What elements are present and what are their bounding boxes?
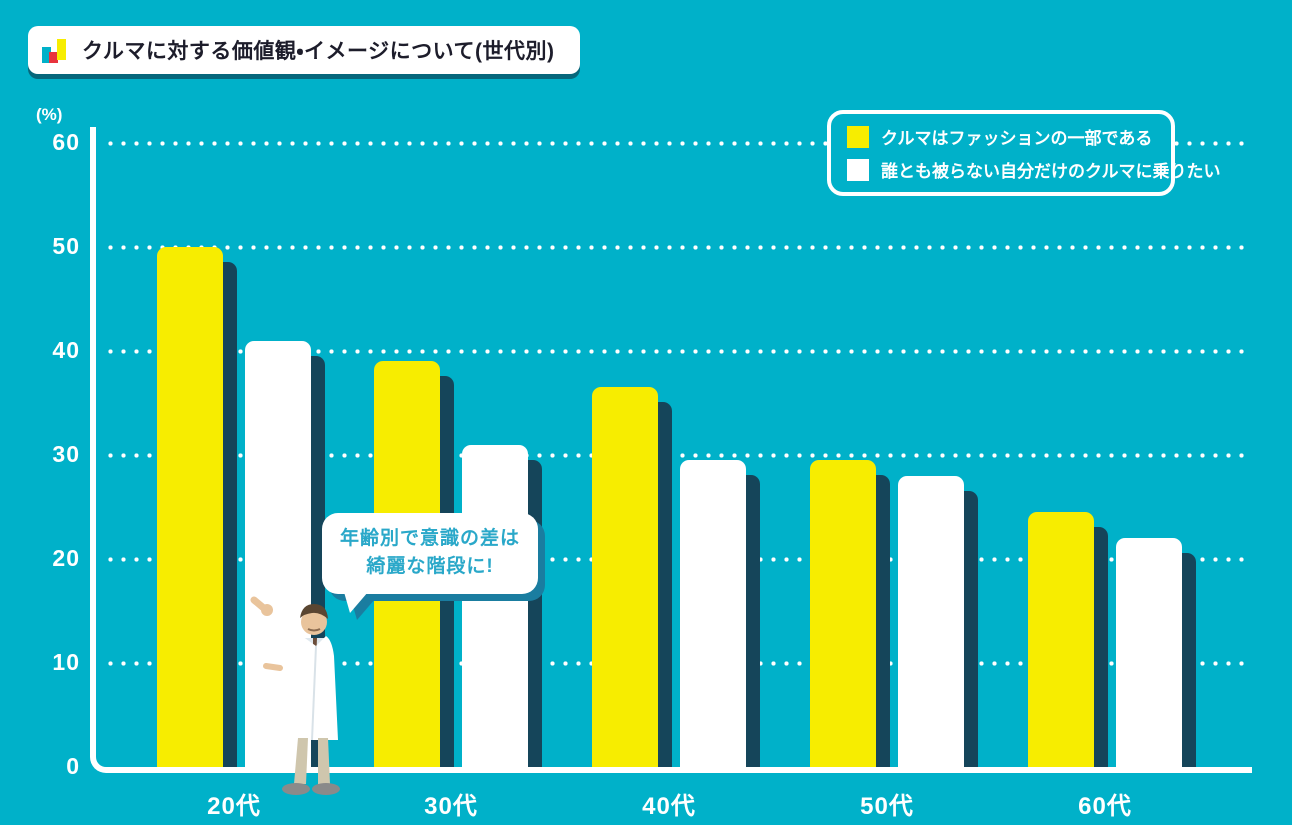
y-tick-30: 30 — [52, 441, 80, 467]
x-tick-60代: 60代 — [1078, 793, 1132, 820]
bar-fill — [1116, 538, 1182, 767]
bar-20代-series0 — [157, 247, 237, 767]
x-tick-20代: 20代 — [207, 793, 261, 820]
bar-fill — [592, 387, 658, 767]
bar-fill — [680, 460, 746, 767]
gridline-20 — [104, 557, 1244, 562]
bar-60代-series1 — [1116, 538, 1196, 767]
gridline-30 — [104, 453, 1244, 458]
bar-fill — [810, 460, 876, 767]
bar-fill — [1028, 512, 1094, 767]
x-tick-30代: 30代 — [424, 793, 478, 820]
bar-60代-series0 — [1028, 512, 1108, 767]
legend-item-fashion: クルマはファッションの一部である — [847, 124, 1155, 149]
mini-bar-chart-icon — [42, 37, 68, 63]
y-tick-40: 40 — [52, 337, 80, 363]
bar-30代-series1 — [462, 444, 542, 767]
x-tick-50代: 50代 — [860, 793, 914, 820]
legend-swatch-yellow — [847, 125, 869, 148]
y-tick-50: 50 — [52, 233, 80, 259]
page-title: クルマに対する価値観・イメージについて(世代別) — [82, 40, 555, 63]
gridline-50 — [104, 245, 1244, 250]
callout-bubble: 年齢別で意識の差は 綺麗な階段に! — [322, 513, 538, 614]
bar-40代-series0 — [592, 387, 672, 767]
legend-item-unique-car: 誰とも被らない自分だけのクルマに乗りたい — [847, 157, 1221, 182]
legend-label: 誰とも被らない自分だけのクルマに乗りたい — [881, 162, 1221, 181]
gridline-40 — [104, 349, 1244, 354]
callout-line-1: 年齢別で意識の差は — [339, 528, 520, 549]
presenter-figure — [250, 596, 340, 795]
bar-fill — [157, 247, 223, 767]
bar-40代-series1 — [680, 460, 760, 767]
legend-swatch-white — [847, 158, 869, 181]
bar-fill — [898, 475, 964, 767]
chart-legend: クルマはファッションの一部である 誰とも被らない自分だけのクルマに乗りたい — [827, 110, 1221, 196]
bar-20代-series1 — [245, 340, 325, 767]
x-tick-40代: 40代 — [642, 793, 696, 820]
gridline-10 — [104, 661, 1244, 666]
y-axis-unit-label: (%) — [36, 105, 63, 124]
bar-fill — [462, 444, 528, 767]
y-tick-60: 60 — [52, 129, 80, 155]
y-tick-20: 20 — [52, 545, 80, 571]
bar-50代-series0 — [810, 460, 890, 767]
chart-title-badge: クルマに対する価値観・イメージについて(世代別) — [28, 26, 581, 74]
callout-line-2: 綺麗な階段に! — [366, 555, 494, 577]
gridline-60 — [104, 141, 1244, 146]
legend-label: クルマはファッションの一部である — [881, 129, 1153, 148]
callout-bubble-body: 年齢別で意識の差は 綺麗な階段に! — [322, 513, 538, 614]
y-tick-10: 10 — [52, 649, 80, 675]
bar-50代-series1 — [898, 475, 978, 767]
y-tick-0: 0 — [66, 753, 80, 779]
